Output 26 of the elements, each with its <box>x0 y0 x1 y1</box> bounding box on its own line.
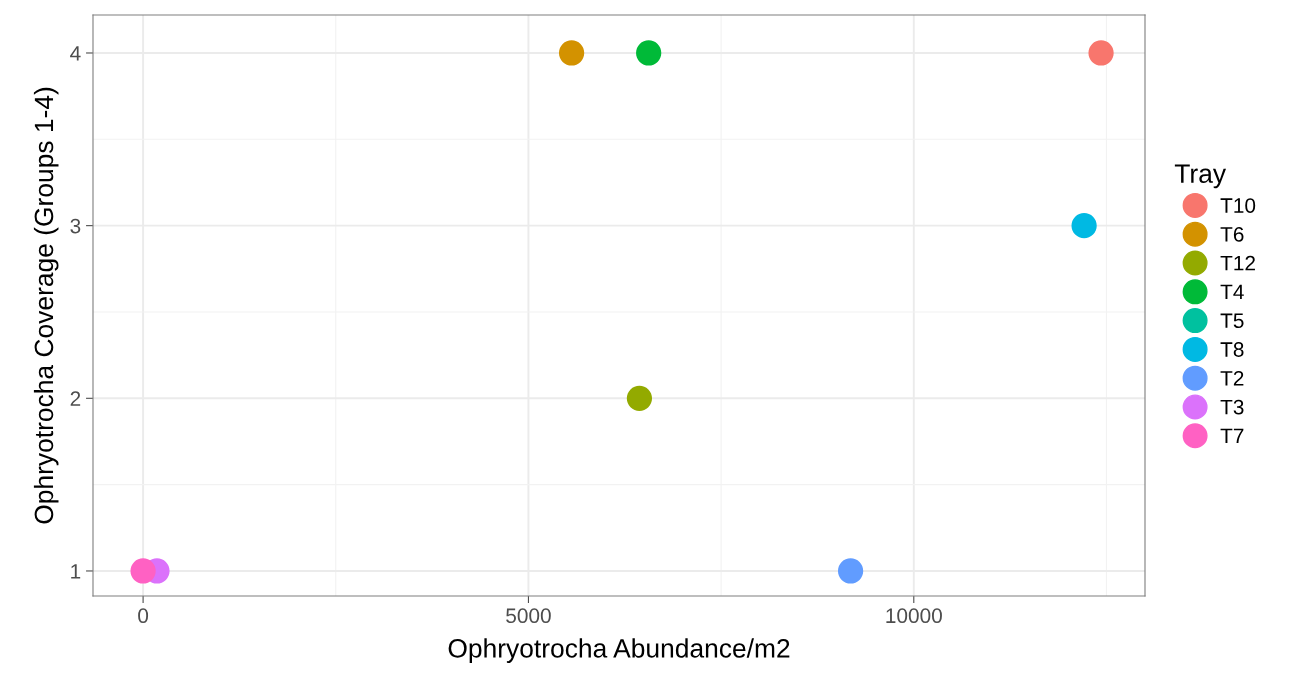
legend-title: Tray <box>1174 164 1227 189</box>
legend-label: T4 <box>1220 284 1244 300</box>
legend-label: T7 <box>1220 428 1244 444</box>
point <box>636 40 662 66</box>
point <box>130 558 156 584</box>
legend-label: T5 <box>1220 313 1244 329</box>
point <box>1088 40 1114 66</box>
x-tick-label: 10000 <box>886 608 942 624</box>
legend-label: T12 <box>1220 255 1255 271</box>
y-tick-label: 4 <box>70 46 81 61</box>
x-axis-title: Ophryotrocha Abundance/m2 <box>448 638 790 663</box>
x-tick-label: 0 <box>138 608 149 624</box>
y-axis-title: Ophryotrocha Coverage (Groups 1-4) <box>33 87 59 524</box>
point <box>1071 213 1097 239</box>
point <box>837 558 864 584</box>
point <box>558 40 585 66</box>
y-tick-label: 3 <box>70 218 81 234</box>
legend-label: T8 <box>1220 342 1244 357</box>
x-tick-label: 5000 <box>506 608 551 624</box>
legend-label: T2 <box>1220 370 1244 386</box>
legend-label: T3 <box>1220 399 1244 415</box>
y-tick-label: 2 <box>70 391 81 406</box>
legend-label: T6 <box>1220 226 1244 242</box>
legend-label: T10 <box>1220 198 1256 213</box>
y-tick-label: 1 <box>71 564 81 579</box>
point <box>626 385 653 411</box>
